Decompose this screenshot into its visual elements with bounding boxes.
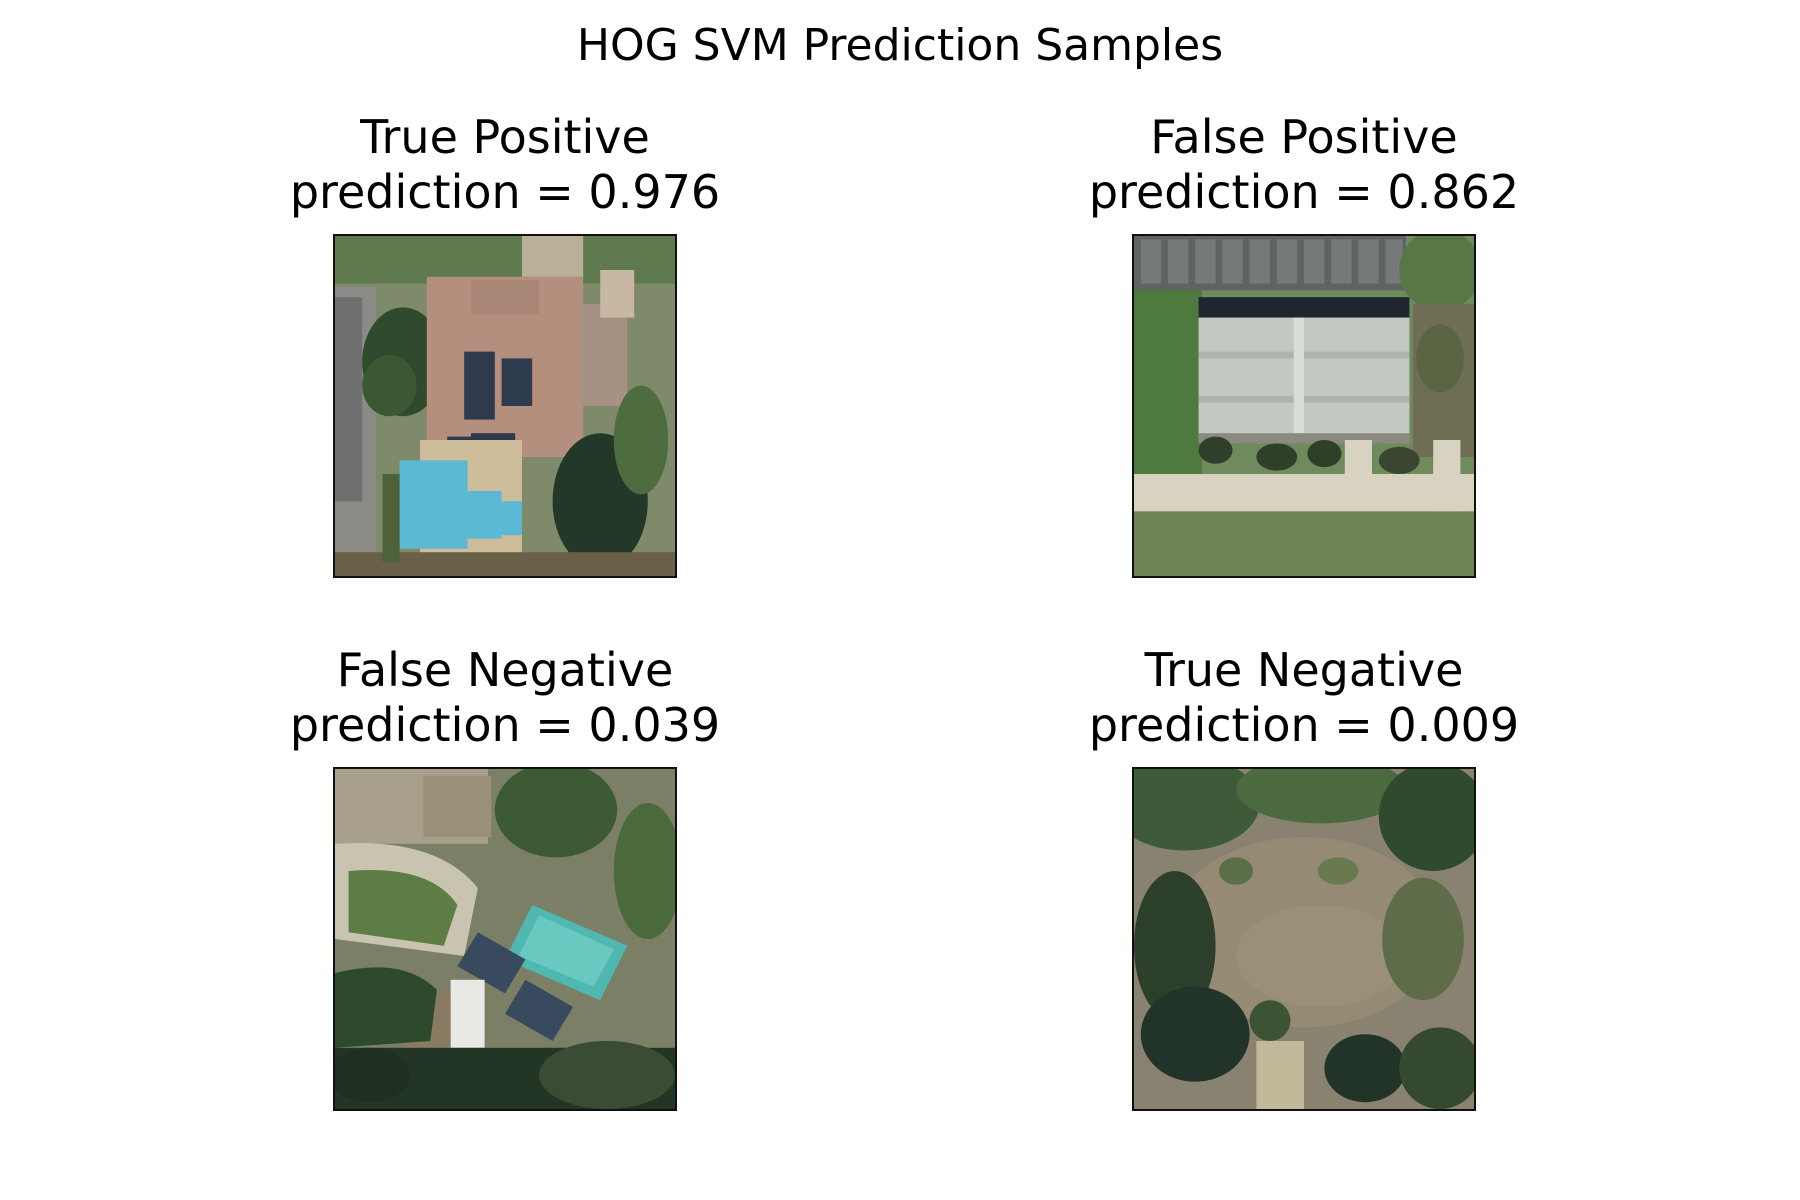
panel-label: True Positive bbox=[360, 110, 650, 164]
aerial-field-trees-image bbox=[1134, 769, 1474, 1109]
panel-title-false-positive: False Positive prediction = 0.862 bbox=[1004, 110, 1604, 220]
panel-label: True Negative bbox=[1144, 643, 1464, 697]
panel-title-true-positive: True Positive prediction = 0.976 bbox=[205, 110, 805, 220]
aerial-house-pool-lawn-image bbox=[335, 769, 675, 1109]
aerial-grey-building-image bbox=[1134, 236, 1474, 576]
panel-prediction: prediction = 0.009 bbox=[1088, 698, 1520, 752]
image-true-negative bbox=[1132, 767, 1476, 1111]
panel-label: False Negative bbox=[336, 643, 674, 697]
image-false-negative bbox=[333, 767, 677, 1111]
aerial-house-solar-pool-image bbox=[335, 236, 675, 576]
image-false-positive bbox=[1132, 234, 1476, 578]
figure-title: HOG SVM Prediction Samples bbox=[576, 20, 1224, 71]
panel-prediction: prediction = 0.976 bbox=[289, 165, 721, 219]
image-true-positive bbox=[333, 234, 677, 578]
panel-title-false-negative: False Negative prediction = 0.039 bbox=[205, 643, 805, 753]
panel-title-true-negative: True Negative prediction = 0.009 bbox=[1004, 643, 1604, 753]
panel-prediction: prediction = 0.039 bbox=[289, 698, 721, 752]
panel-prediction: prediction = 0.862 bbox=[1088, 165, 1520, 219]
panel-label: False Positive bbox=[1150, 110, 1458, 164]
